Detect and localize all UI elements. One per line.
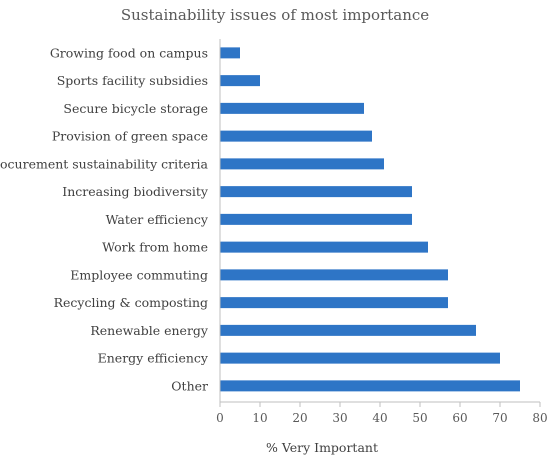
x-tick-label: 40	[372, 411, 387, 425]
bars	[220, 47, 520, 392]
category-label: Procurement sustainability criteria	[0, 156, 209, 171]
bar	[220, 380, 520, 392]
category-label: Work from home	[102, 240, 208, 255]
x-tick-label: 10	[252, 411, 267, 425]
bar	[220, 75, 260, 87]
category-label: Recycling & composting	[54, 295, 208, 310]
bar	[220, 297, 448, 309]
category-label: Secure bicycle storage	[63, 101, 208, 116]
category-label: Energy efficiency	[98, 351, 209, 366]
bar	[220, 47, 240, 59]
category-label: Water efficiency	[106, 212, 209, 227]
bar	[220, 241, 428, 253]
chart-title: Sustainability issues of most importance	[121, 6, 429, 24]
category-label: Other	[171, 378, 208, 393]
category-labels: Growing food on campus Sports facility su…	[0, 45, 209, 393]
x-tick-label: 50	[412, 411, 427, 425]
category-label: Employee commuting	[70, 267, 208, 282]
bar	[220, 130, 372, 142]
category-label: Growing food on campus	[50, 45, 208, 60]
x-tick-label: 80	[532, 411, 547, 425]
x-tick-label: 70	[492, 411, 507, 425]
x-tick-label: 30	[332, 411, 347, 425]
category-label: Renewable energy	[90, 323, 209, 338]
bar	[220, 352, 500, 364]
x-tick-label: 20	[292, 411, 307, 425]
x-tick-label: 0	[216, 411, 224, 425]
category-label: Sports facility subsidies	[57, 73, 208, 88]
bar	[220, 102, 364, 114]
x-axis-title: % Very Important	[266, 440, 378, 455]
bar	[220, 186, 412, 198]
category-label: Increasing biodiversity	[62, 184, 209, 199]
x-axis: 0 10 20 30 40 50 60 70 80	[216, 39, 548, 425]
bar	[220, 269, 448, 281]
x-ticks: 0 10 20 30 40 50 60 70 80	[216, 402, 548, 425]
category-label: Provision of green space	[52, 129, 208, 144]
bar	[220, 158, 384, 170]
x-tick-label: 60	[452, 411, 467, 425]
bar	[220, 324, 476, 336]
bar	[220, 213, 412, 225]
